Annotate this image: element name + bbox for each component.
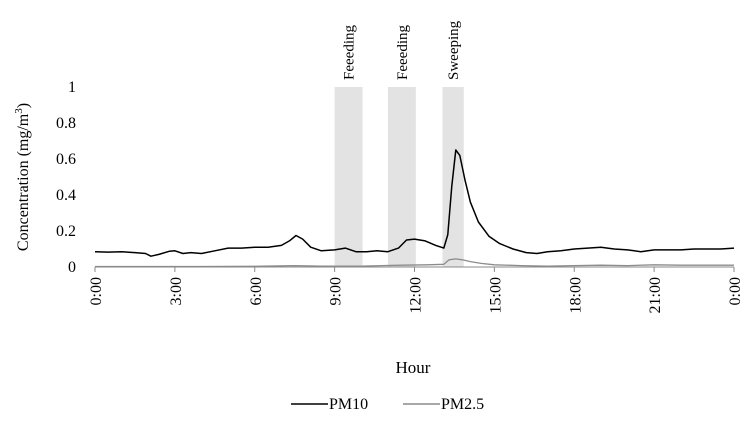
event-label: Feeeding [342,25,358,80]
event-label: Sweeping [446,20,462,80]
event-label: Feeeding [395,25,411,80]
y-tick-label: 0 [68,259,76,276]
event-labels: Feeeding Feeeding Sweeping [342,20,463,80]
legend-label: PM2.5 [441,396,484,413]
x-tick-label: 3:00 [168,277,185,305]
y-tick-label: 0.6 [56,151,76,168]
x-tick-label: 0:00 [727,277,744,305]
y-axis-label-sup: 3 [13,108,25,114]
x-tick-label: 9:00 [328,277,345,305]
y-tick-label: 1 [68,79,76,96]
y-tick-label: 0.2 [56,223,76,240]
x-axis-label: Hour [396,358,431,377]
y-tick-label: 0.4 [56,187,76,204]
legend: PM10 PM2.5 [291,396,484,413]
x-tick-label: 6:00 [248,277,265,305]
y-axis-label: Concentration (mg/m3) [13,103,32,251]
event-band [387,87,416,267]
x-tick-labels: 0:00 3:00 6:00 9:00 12:00 15:00 18:00 21:00 0:00 [88,267,744,313]
x-tick-label: 18:00 [567,277,584,313]
event-bands [334,87,464,267]
x-tick-label: 15:00 [487,277,504,313]
legend-label: PM10 [329,396,368,413]
x-tick-label: 21:00 [647,277,664,313]
y-tick-label: 0.8 [56,115,76,132]
event-band [334,87,363,267]
y-axis-label-end: ) [15,103,32,108]
x-tick-label: 12:00 [408,277,425,313]
series-line-pm25 [95,258,734,268]
y-tick-labels: 0 0.2 0.4 0.6 0.8 1 [56,79,76,276]
y-axis-label-main: Concentration (mg/m [15,113,32,251]
series-line-pm10 [94,149,735,257]
x-tick-label: 0:00 [88,277,105,305]
series-lines [94,149,735,268]
